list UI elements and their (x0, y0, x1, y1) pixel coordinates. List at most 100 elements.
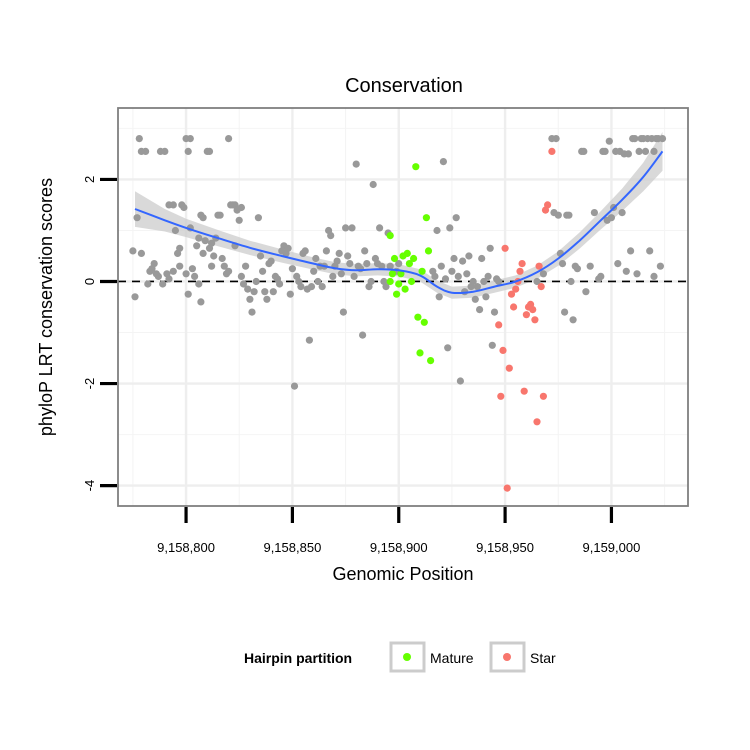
data-point-other (444, 344, 452, 352)
data-point-other (367, 277, 375, 286)
data-point-other (658, 135, 667, 143)
data-point-mature (414, 313, 422, 321)
data-point-star (512, 285, 520, 293)
data-point-other (476, 306, 484, 314)
data-point-other (348, 224, 356, 232)
data-point-other (382, 283, 390, 291)
data-point-other (148, 265, 156, 273)
data-point-other (448, 267, 456, 275)
data-point-other (433, 226, 441, 235)
data-point-mature (418, 267, 426, 275)
data-point-other (601, 147, 609, 155)
legend-dot-mature (403, 653, 411, 661)
data-point-other (237, 203, 245, 212)
data-point-mature (386, 232, 394, 240)
data-point-other (590, 209, 599, 217)
data-point-other (267, 257, 275, 265)
data-point-other (263, 295, 271, 303)
y-tick-label: -4 (82, 480, 97, 492)
data-point-other (333, 257, 341, 265)
data-point-other (459, 257, 467, 265)
data-point-other (569, 316, 577, 324)
legend-label-mature: Mature (430, 650, 474, 666)
data-point-mature (401, 285, 409, 293)
data-point-other (614, 260, 622, 268)
x-tick-label: 9,158,850 (263, 540, 321, 555)
data-point-other (361, 247, 369, 255)
data-point-other (337, 270, 345, 278)
data-point-other (363, 260, 371, 268)
data-point-other (627, 247, 635, 255)
data-point-other (552, 135, 560, 143)
data-point-star (520, 387, 528, 395)
data-point-star (509, 303, 518, 311)
data-point-mature (393, 290, 401, 298)
data-point-other (208, 239, 216, 247)
data-point-other (376, 224, 384, 232)
data-point-star (507, 290, 516, 298)
data-point-other (335, 249, 343, 257)
data-point-other (650, 147, 658, 155)
data-point-star (505, 364, 513, 372)
data-point-other (656, 262, 665, 270)
data-point-other (622, 267, 630, 275)
data-point-other (486, 244, 494, 252)
data-point-other (239, 280, 248, 288)
data-point-star (539, 392, 548, 400)
data-point-other (144, 280, 152, 288)
y-tick-label: 0 (82, 278, 97, 285)
data-point-other (261, 288, 269, 296)
data-point-other (465, 252, 473, 260)
data-point-other (256, 252, 265, 260)
data-point-other (339, 308, 347, 316)
data-point-other (633, 270, 641, 278)
data-point-other (305, 336, 313, 344)
data-point-other (176, 244, 184, 252)
series-other (129, 135, 667, 390)
data-point-other (439, 158, 447, 166)
data-point-star (499, 346, 507, 354)
data-point-other (169, 201, 177, 209)
data-point-other (208, 262, 216, 270)
data-point-other (635, 147, 643, 155)
data-point-star (518, 260, 526, 268)
data-point-mature (397, 270, 405, 278)
data-point-other (131, 293, 139, 301)
data-point-other (359, 331, 367, 339)
data-point-other (318, 283, 326, 291)
data-point-other (346, 260, 354, 268)
data-point-other (161, 147, 169, 155)
data-point-other (205, 147, 214, 155)
data-point-other (618, 209, 626, 217)
data-point-other (605, 137, 613, 145)
data-point-other (441, 275, 450, 283)
data-point-other (210, 252, 218, 260)
x-tick-label: 9,158,900 (370, 540, 428, 555)
data-point-other (225, 135, 233, 143)
data-point-other (129, 247, 137, 255)
data-point-other (582, 288, 590, 296)
data-point-other (437, 262, 445, 270)
data-point-other (225, 267, 233, 275)
data-point-star (529, 306, 537, 314)
legend: Hairpin partition Mature Star (244, 641, 556, 673)
data-point-other (180, 203, 188, 212)
data-point-other (286, 290, 294, 298)
data-point-other (607, 214, 616, 222)
data-point-other (290, 382, 299, 390)
data-point-other (171, 226, 179, 235)
y-axis-title: phyloP LRT conservation scores (36, 178, 56, 436)
legend-dot-star (503, 653, 511, 661)
chart-title: Conservation (345, 75, 463, 97)
data-point-other (597, 272, 605, 280)
data-point-other (386, 262, 394, 270)
data-point-other (327, 232, 335, 240)
data-point-other (288, 265, 296, 273)
data-point-other (237, 272, 245, 280)
data-point-other (488, 341, 496, 349)
data-point-other (184, 147, 192, 155)
y-axis: -4 -2 0 2 (82, 176, 117, 492)
data-point-other (435, 293, 443, 301)
data-point-other (135, 135, 143, 143)
data-point-other (312, 254, 320, 263)
